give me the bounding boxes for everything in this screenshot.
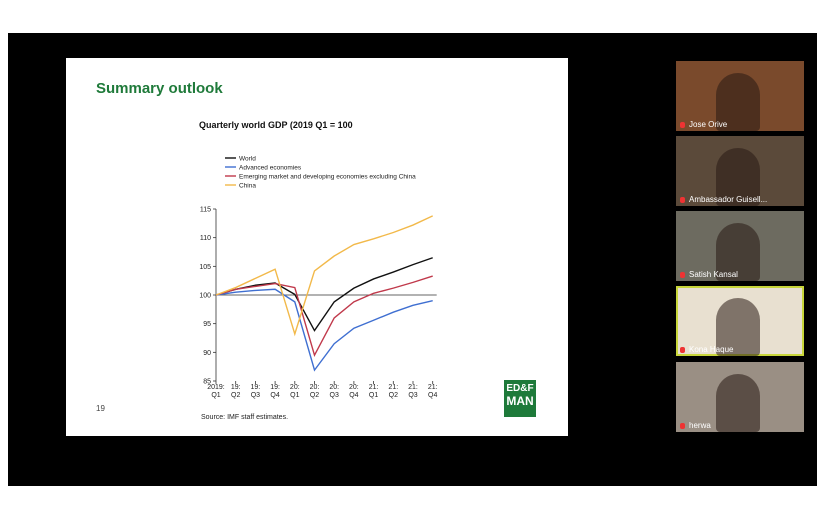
participant-name: Kona Haque [680, 345, 733, 354]
x-tick-label: 20: Q3 [329, 384, 340, 399]
x-tick-label: 21: Q2 [388, 384, 399, 399]
x-tick-label: 20: Q2 [309, 384, 320, 399]
y-tick-label: 95 [203, 321, 211, 328]
series-line [215, 215, 433, 337]
page-number: 19 [96, 404, 105, 413]
x-tick-label: 19: Q4 [270, 384, 280, 399]
y-tick-label: 90 [203, 350, 211, 357]
participant-tile: Jose Orive [676, 61, 804, 131]
x-tick-label: 19: Q3 [250, 384, 261, 399]
legend-label: China [239, 183, 256, 190]
x-tick-label: 2019: Q1 [207, 384, 225, 399]
chart-title: Quarterly world GDP (2019 Q1 = 100 [199, 120, 353, 130]
participant-name: Ambassador Guisell... [680, 195, 767, 204]
participant-video [716, 148, 760, 206]
y-tick-label: 110 [200, 235, 211, 242]
series-line [215, 288, 433, 372]
participant-tile: Satish Kansal [676, 211, 804, 281]
legend-label: Emerging market and developing economies… [239, 174, 416, 181]
participant-name: Jose Orive [680, 120, 727, 129]
participant-tile: Ambassador Guisell... [676, 136, 804, 206]
y-tick-label: 115 [200, 207, 211, 214]
chart: 85 90 95 100 105 110 115 World Advanced economie… [199, 156, 437, 386]
x-tick-label: 21: Q3 [408, 384, 418, 399]
x-tick-label: 21: Q4 [427, 384, 438, 399]
y-tick-label: 105 [199, 264, 211, 271]
participant-name: herwa [680, 421, 711, 430]
series-line [215, 257, 433, 332]
logo-text: MAN [506, 394, 534, 408]
participant-video [716, 374, 760, 432]
x-tick-label: 20: Q1 [289, 384, 300, 399]
y-tick-label: 85 [203, 379, 211, 386]
participant-tile: herwa [676, 362, 804, 432]
logo-text: ED&F [506, 383, 534, 394]
logo: ED&F MAN [504, 380, 536, 417]
x-tick-label: 19: Q2 [230, 384, 241, 399]
x-tick-label: 21: Q1 [368, 384, 379, 399]
participant-video [716, 298, 760, 356]
source: Source: IMF staff estimates. [201, 414, 289, 421]
x-tick-label: 20: Q4 [349, 384, 359, 399]
slide-title: Summary outlook [96, 80, 223, 97]
participant-video [716, 223, 760, 281]
participant-video [716, 73, 760, 131]
participant-name: Satish Kansal [680, 270, 738, 279]
shared-slide: Summary outlook 19 Source: IMF staff est… [66, 58, 568, 436]
y-tick-label: 100 [199, 293, 211, 300]
participant-tile: Kona Haque [676, 286, 804, 356]
series-line [215, 275, 433, 358]
legend-label: World [239, 156, 256, 163]
legend-label: Advanced economies [239, 165, 302, 172]
